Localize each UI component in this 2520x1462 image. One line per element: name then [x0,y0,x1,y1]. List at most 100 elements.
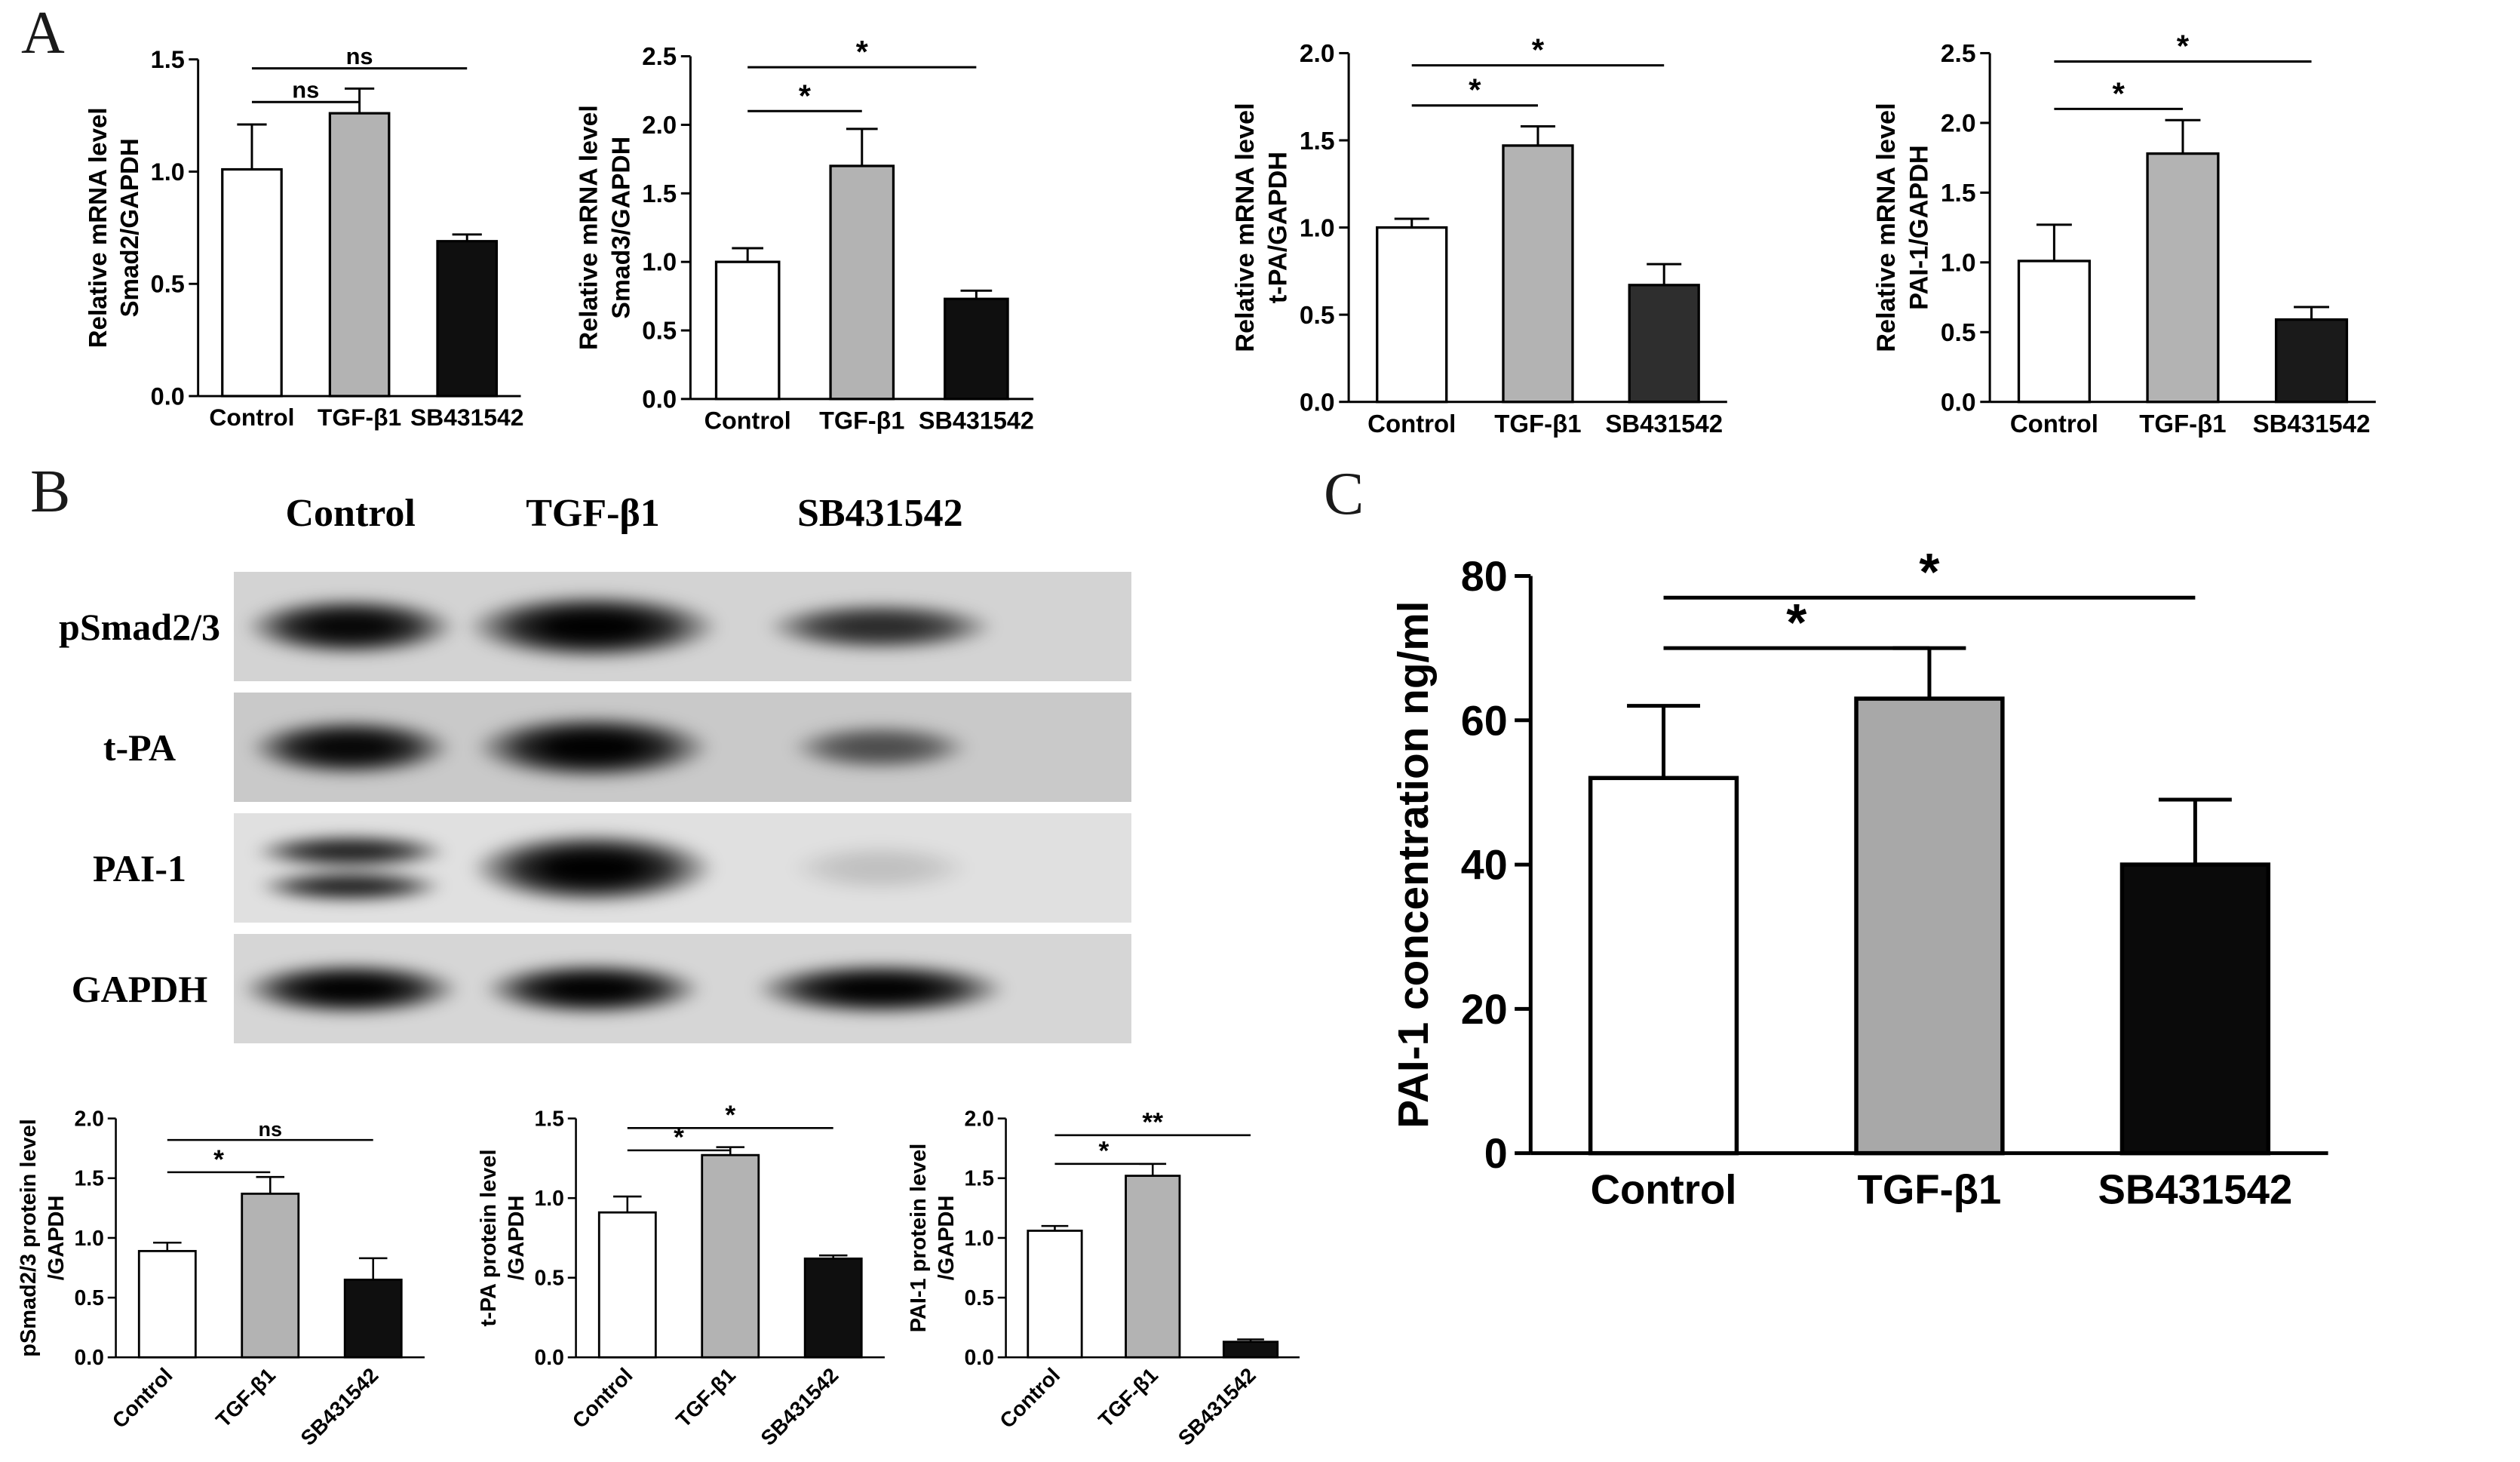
blot-row-tpa: t-PA [45,693,1131,802]
svg-text:0.0: 0.0 [1941,389,1976,416]
svg-text:/GAPDH: /GAPDH [45,1196,69,1281]
blot-band [453,588,732,665]
blot-row-pai1: PAI-1 [45,813,1131,923]
svg-text:1.5: 1.5 [151,46,185,73]
svg-text:0.0: 0.0 [642,385,677,413]
svg-text:*: * [213,1144,224,1175]
blot-band [781,840,979,895]
panel-a-label: A [21,0,65,66]
svg-text:1.0: 1.0 [964,1227,994,1251]
blot-col-tgfb1: TGF-β1 [526,492,660,535]
svg-text:/GAPDH: /GAPDH [505,1196,529,1281]
svg-text:2.0: 2.0 [1300,40,1335,68]
svg-text:*: * [674,1123,684,1153]
blot-band [781,720,979,774]
svg-text:Control: Control [568,1363,637,1433]
svg-text:Control: Control [1591,1166,1737,1212]
svg-text:Relative mRNA level: Relative mRNA level [1231,103,1260,352]
blot-band [471,957,714,1020]
svg-text:40: 40 [1461,842,1508,889]
svg-text:Control: Control [2010,410,2098,438]
svg-text:pSmad2/3 protein level: pSmad2/3 protein level [17,1119,41,1357]
blot-column-headers: Control TGF-β1 SB431542 [234,483,1131,536]
svg-text:0.5: 0.5 [642,318,677,346]
svg-text:1.0: 1.0 [74,1227,104,1251]
blot-col-sb431542: SB431542 [797,492,963,535]
svg-text:1.5: 1.5 [534,1107,564,1132]
svg-text:Control: Control [704,407,791,435]
chart-pai1-concentration: 0 20 40 60 80 Control TGF-β1 SB431542 * * PAI-1 co… [1388,513,2353,1237]
svg-text:0.5: 0.5 [151,271,185,298]
blot-band [462,710,723,785]
svg-text:SB431542: SB431542 [919,407,1034,435]
svg-text:0.5: 0.5 [74,1286,104,1310]
chart-tpa-protein: 0.0 0.5 1.0 1.5 Control TGF-β1 SB431542 * * t-PA … [475,1086,898,1456]
svg-text:ns: ns [292,76,319,103]
blot-band [741,957,1020,1020]
svg-text:ns: ns [259,1118,283,1141]
svg-text:*: * [1469,72,1481,108]
svg-text:20: 20 [1461,986,1508,1033]
chart-smad2-mrna: 0.0 0.5 1.0 1.5 Control TGF-β1 SB431542 ns ns Rel… [83,23,536,445]
svg-text:Relative mRNA level: Relative mRNA level [84,107,112,348]
svg-text:TGF-β1: TGF-β1 [1094,1363,1162,1432]
chart-tpa-mrna: 0.0 0.5 1.0 1.5 2.0 Control TGF-β1 SB431542 * * Re… [1229,15,1742,453]
svg-text:1.5: 1.5 [964,1167,994,1191]
chart-smad3-mrna: 0.0 0.5 1.0 1.5 2.0 2.5 Control TGF-β1 SB431542 *… [573,19,1048,449]
svg-text:t-PA/GAPDH: t-PA/GAPDH [1264,152,1293,303]
svg-text:1.0: 1.0 [1941,250,1976,278]
svg-text:SB431542: SB431542 [2253,410,2371,438]
svg-text:0.0: 0.0 [74,1346,104,1370]
svg-text:TGF-β1: TGF-β1 [2139,410,2226,438]
svg-text:TGF-β1: TGF-β1 [671,1363,740,1432]
svg-text:TGF-β1: TGF-β1 [1494,410,1581,438]
svg-text:2.5: 2.5 [642,43,677,71]
svg-text:0.5: 0.5 [534,1267,564,1291]
svg-text:1.0: 1.0 [151,158,185,186]
svg-text:1.0: 1.0 [642,249,677,277]
svg-text:SB431542: SB431542 [2098,1166,2292,1212]
svg-text:2.0: 2.0 [1941,110,1976,138]
svg-text:0.5: 0.5 [1941,319,1976,347]
svg-text:2.5: 2.5 [1941,40,1976,68]
svg-text:2.0: 2.0 [74,1107,104,1132]
blot-band [234,957,472,1020]
svg-text:1.5: 1.5 [642,180,677,208]
svg-text:*: * [1098,1136,1109,1166]
svg-text:2.0: 2.0 [642,112,677,140]
svg-text:1.5: 1.5 [74,1167,104,1191]
blot-row-gapdh: GAPDH [45,934,1131,1043]
blot-band [754,597,1006,656]
svg-text:ns: ns [346,43,373,69]
svg-text:1.5: 1.5 [1300,127,1335,155]
chart-pai1-protein: 0.0 0.5 1.0 1.5 2.0 Control TGF-β1 SB431542 * ** P… [905,1086,1312,1456]
svg-text:/GAPDH: /GAPDH [935,1196,959,1281]
svg-text:Smad3/GAPDH: Smad3/GAPDH [606,137,635,319]
blot-row-psmad23: pSmad2/3 [45,572,1131,681]
blot-strip-tpa [234,693,1131,802]
svg-text:2.0: 2.0 [964,1107,994,1132]
svg-text:Smad2/GAPDH: Smad2/GAPDH [116,138,144,317]
panel-b-label: B [30,459,71,525]
svg-text:*: * [1786,593,1807,652]
panel-c-label: C [1324,461,1364,527]
blot-row-label-pai1: PAI-1 [92,846,187,889]
blot-row-label-tpa: t-PA [103,726,176,769]
svg-text:Relative mRNA level: Relative mRNA level [1872,103,1901,352]
svg-text:80: 80 [1461,553,1508,600]
svg-text:t-PA protein level: t-PA protein level [477,1149,501,1326]
svg-text:*: * [799,78,812,113]
blot-strip-psmad23 [234,572,1131,681]
blot-band [238,714,463,780]
svg-text:0.5: 0.5 [1300,302,1335,330]
blot-strip-pai1 [234,813,1131,923]
svg-text:Relative mRNA level: Relative mRNA level [574,105,603,350]
svg-text:PAI-1 concentration ng/ml: PAI-1 concentration ng/ml [1390,600,1438,1128]
svg-text:TGF-β1: TGF-β1 [211,1363,280,1432]
chart-psmad23-protein: 0.0 0.5 1.0 1.5 2.0 Control TGF-β1 SB431542 * ns p… [15,1086,437,1456]
svg-text:0.0: 0.0 [534,1346,564,1370]
blot-band [458,826,728,910]
svg-text:*: * [1919,542,1940,601]
svg-text:*: * [856,35,869,69]
svg-text:Control: Control [1367,410,1456,438]
